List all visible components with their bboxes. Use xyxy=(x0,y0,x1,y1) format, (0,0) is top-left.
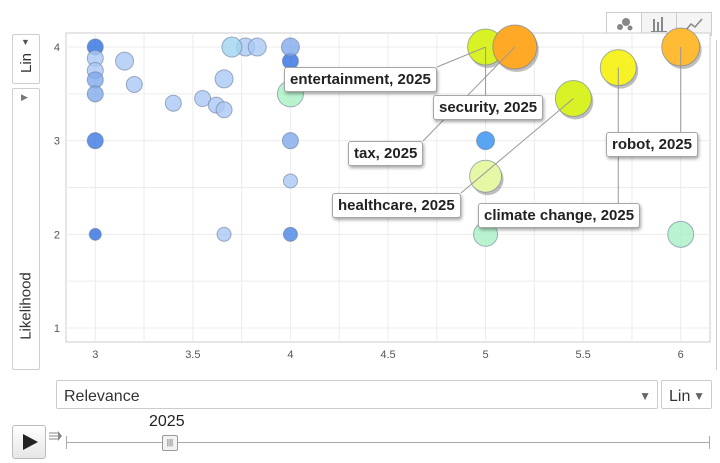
y-tick-label: 4 xyxy=(54,42,60,54)
bubble xyxy=(476,131,496,151)
bubble-chart: 3 3.5 4 4.5 5 5.5 6 1 2 3 4 xyxy=(54,24,711,361)
x-tick-label: 5 xyxy=(483,349,489,361)
y-scale-arrow-icon: ▼ xyxy=(21,37,30,47)
time-slider-end-tick xyxy=(709,436,710,449)
x-scale-value: Lin xyxy=(669,388,691,405)
time-slider-handle[interactable]: ||| xyxy=(162,435,178,451)
callout-leader-line xyxy=(436,46,486,68)
time-slider-start-tick xyxy=(66,436,67,449)
time-slider-track[interactable] xyxy=(66,442,710,443)
y-tick-label: 3 xyxy=(54,136,60,148)
bubble xyxy=(247,37,267,57)
x-tick-label: 4 xyxy=(287,349,293,361)
callout-label: robot, 2025 xyxy=(606,132,699,157)
bubble xyxy=(88,227,102,241)
bubble-chart-icon xyxy=(617,18,633,31)
y-metric-selector[interactable]: ▶ xyxy=(12,88,40,370)
x-metric-value: Relevance xyxy=(64,388,140,405)
y-tick-label: 2 xyxy=(54,229,60,241)
bubble xyxy=(214,69,234,89)
bubble xyxy=(125,76,143,93)
x-tick-label: 3.5 xyxy=(185,349,200,361)
bubble xyxy=(194,90,212,108)
bubble xyxy=(667,220,695,248)
y-metric-arrow-icon: ▶ xyxy=(21,92,28,102)
callout-label: tax, 2025 xyxy=(348,141,424,166)
bubble xyxy=(280,37,300,57)
bubble xyxy=(216,226,232,242)
callout-label: healthcare, 2025 xyxy=(332,193,461,218)
current-year-label: 2025 xyxy=(149,413,185,430)
bubble xyxy=(115,51,135,71)
speed-control-icon[interactable] xyxy=(48,430,62,444)
y-tick-label: 1 xyxy=(54,323,60,335)
callout-label: entertainment, 2025 xyxy=(284,67,437,92)
callout-label: climate change, 2025 xyxy=(478,203,641,228)
bubble xyxy=(282,173,298,189)
bubble xyxy=(164,94,182,112)
bubble xyxy=(86,132,104,150)
x-metric-arrow-icon: ▼ xyxy=(639,389,651,403)
y-scale-toggle[interactable]: Lin ▼ xyxy=(12,34,40,84)
callout-label: security, 2025 xyxy=(433,95,544,120)
bar-chart-icon xyxy=(651,17,667,32)
bubble xyxy=(86,85,104,103)
x-metric-select[interactable]: Relevance ▼ xyxy=(56,380,658,409)
x-tick-label: 4.5 xyxy=(380,349,395,361)
callout-leader-line xyxy=(422,46,516,142)
x-tick-label: 6 xyxy=(678,349,684,361)
play-button[interactable] xyxy=(12,425,46,459)
bubble xyxy=(281,132,299,150)
x-scale-arrow-icon: ▼ xyxy=(693,389,705,403)
x-scale-select[interactable]: Lin ▼ xyxy=(661,380,712,409)
bubble xyxy=(215,101,233,119)
callout-leader-line xyxy=(460,98,574,194)
x-tick-label: 5.5 xyxy=(576,349,591,361)
play-icon xyxy=(23,434,38,450)
bubble xyxy=(221,36,243,58)
bubble xyxy=(282,226,298,242)
line-chart-icon xyxy=(685,18,703,31)
x-tick-label: 3 xyxy=(92,349,98,361)
right-scroll-edge xyxy=(716,40,720,370)
bubble xyxy=(469,159,503,193)
